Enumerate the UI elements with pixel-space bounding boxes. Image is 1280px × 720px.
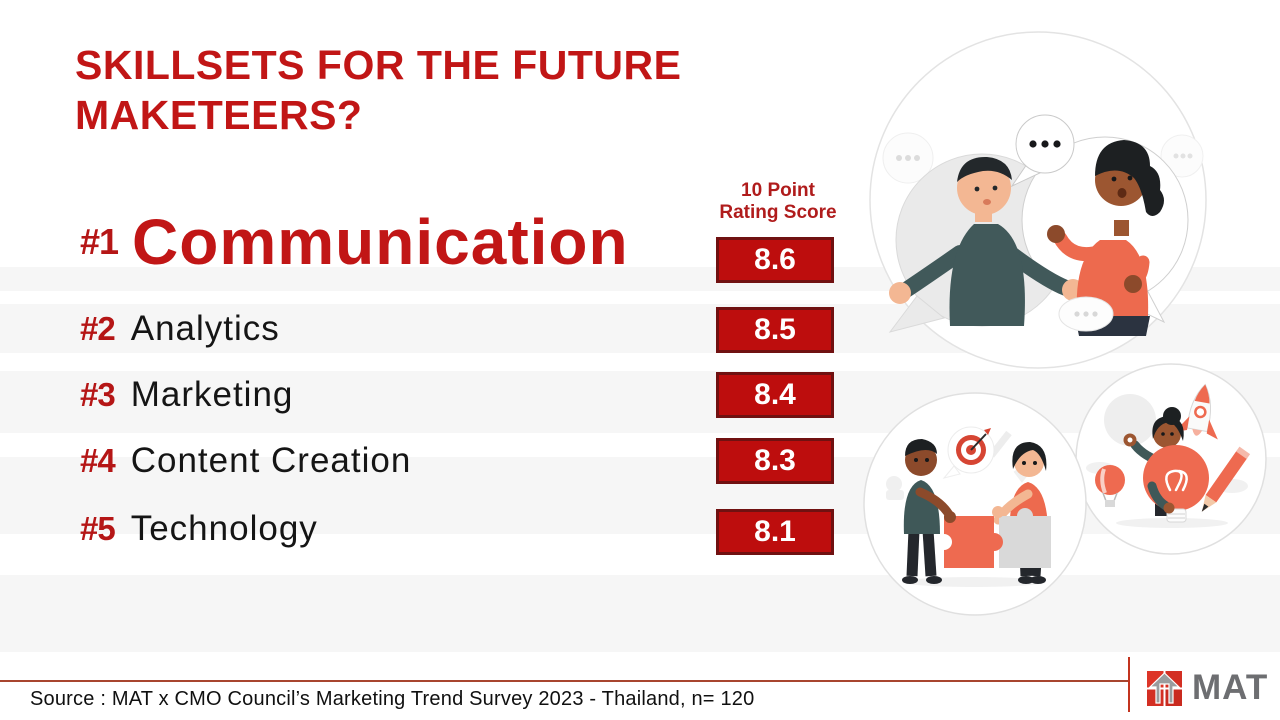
skill-row-analytics: #2 Analytics [80,306,280,352]
rank-label: #3 [80,376,116,413]
score-header-line-1: 10 Point [741,180,815,201]
rank-label: #5 [80,510,116,547]
score-badge-communication: 8.6 [716,237,834,283]
rank-label: #4 [80,442,116,479]
score-column-header: 10 Point Rating Score [700,180,856,224]
puzzle-pieces-icon [936,506,1051,568]
skill-row-marketing: #3 Marketing [80,372,293,418]
woman-figure [1047,140,1164,336]
page-title: SKILLSETS FOR THE FUTURE MAKETEERS? [75,40,682,140]
typing-bubble-icon [1010,114,1075,188]
small-dots-bubble-icon [1058,296,1114,332]
title-line-2: MAKETEERS? [75,92,363,138]
faint-chat-bubble-icon [882,132,1204,184]
title-line-1: SKILLSETS FOR THE FUTURE [75,42,682,88]
teamwork-puzzle-illustration [858,390,1092,627]
mat-logo-icon [1147,670,1182,706]
pencil-icon [1201,446,1251,512]
hot-air-balloon-icon [1095,465,1125,507]
score-badge-technology: 8.1 [716,509,834,555]
skill-name: Marketing [130,375,294,414]
rocket-icon [1174,383,1218,440]
communication-illustration [862,28,1214,381]
rank-label: #1 [80,221,119,262]
skill-row-technology: #5 Technology [80,506,318,552]
logo-divider [1128,657,1130,712]
score-badge-analytics: 8.5 [716,307,834,353]
background-stripe [0,575,1280,652]
background-stripe [0,371,1280,433]
score-header-line-2: Rating Score [719,202,837,223]
target-bubble-icon [942,426,995,479]
score-badge-marketing: 8.4 [716,372,834,418]
skill-name: Analytics [130,309,280,348]
skill-name: Content Creation [130,441,412,480]
rank-label: #2 [80,310,116,347]
mat-logo-text: MAT [1192,668,1269,707]
skill-row-communication: #1 Communication [80,200,629,284]
skill-name: Technology [130,509,318,548]
mat-logo: MAT [1146,669,1268,707]
footer-divider [0,680,1129,682]
woman-with-lightbulb-figure [1123,407,1209,523]
source-citation: Source : MAT x CMO Council’s Marketing T… [30,688,755,710]
man-figure [889,156,1084,326]
skill-name: Communication [132,206,629,278]
idea-lightbulb-illustration [1072,362,1270,565]
score-badge-content-creation: 8.3 [716,438,834,484]
skill-row-content-creation: #4 Content Creation [80,438,411,484]
